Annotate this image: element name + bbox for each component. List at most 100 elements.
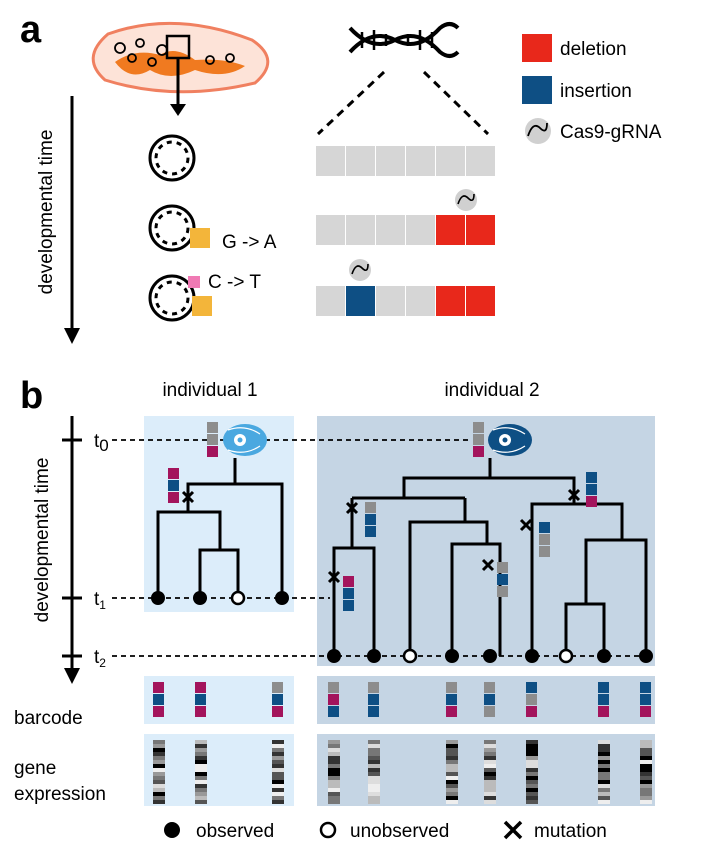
- expression-band: [446, 760, 458, 764]
- legend-unobserved-marker: [319, 821, 337, 839]
- expression-band: [598, 768, 610, 772]
- expression-band: [195, 768, 207, 772]
- legend-deletion-swatch: [522, 34, 552, 62]
- expression-band: [153, 748, 165, 752]
- expression-band: [446, 776, 458, 780]
- observed-leaf: [275, 591, 289, 605]
- expression-band: [328, 800, 340, 804]
- expression-band: [195, 756, 207, 760]
- expression-band: [640, 756, 652, 760]
- expression-band: [446, 768, 458, 772]
- mutation-marker: [190, 228, 210, 248]
- embryo-icon: [223, 424, 267, 456]
- barcode-stack: [168, 468, 179, 503]
- expression-band: [446, 740, 458, 744]
- expression-band: [153, 764, 165, 768]
- expression-band: [598, 788, 610, 792]
- unobserved-leaf: [558, 648, 574, 664]
- expression-band: [368, 784, 380, 788]
- individual-2-label: individual 2: [444, 380, 539, 401]
- barcode-array-3: [316, 286, 495, 316]
- barcode-stack: [586, 472, 597, 507]
- panel-a-letter: a: [20, 9, 42, 51]
- expression-band: [272, 740, 284, 744]
- t2-label: t2: [94, 647, 106, 670]
- expression-band: [446, 744, 458, 748]
- expression-band: [368, 748, 380, 752]
- expression-band: [272, 772, 284, 776]
- leaf-barcodes: [153, 682, 651, 717]
- expression-band: [272, 752, 284, 756]
- expression-band: [272, 780, 284, 784]
- expression-band: [368, 788, 380, 792]
- legend-insertion-swatch: [522, 76, 552, 104]
- mutation-marker: [192, 296, 212, 316]
- expression-band: [328, 752, 340, 756]
- expression-band: [640, 748, 652, 752]
- expression-band: [640, 752, 652, 756]
- gene-row-label-2: expression: [14, 784, 106, 805]
- expression-band: [328, 744, 340, 748]
- expression-band: [195, 772, 207, 776]
- expression-band: [368, 740, 380, 744]
- legend-mutation-marker: [503, 820, 523, 840]
- expression-band: [640, 788, 652, 792]
- expression-band: [526, 800, 538, 804]
- mutation-marker: [188, 276, 200, 288]
- barcode-array-1: [316, 146, 495, 176]
- expression-band: [272, 760, 284, 764]
- expression-band: [640, 784, 652, 788]
- legend-observed-marker: [164, 822, 180, 838]
- expression-band: [195, 780, 207, 784]
- barcode-stack: [207, 422, 218, 457]
- expression-band: [195, 764, 207, 768]
- expression-band: [640, 800, 652, 804]
- mutation-label-2: C -> T: [208, 272, 261, 293]
- barcode-stack: [365, 502, 376, 537]
- expression-band: [526, 784, 538, 788]
- expression-band: [328, 748, 340, 752]
- expression-band: [272, 788, 284, 792]
- expression-band: [272, 768, 284, 772]
- expression-band: [598, 784, 610, 788]
- expression-band: [153, 788, 165, 792]
- expression-band: [640, 760, 652, 764]
- expression-band: [153, 772, 165, 776]
- gene-row-bg-1: [144, 734, 294, 806]
- observed-leaf: [525, 649, 539, 663]
- expression-band: [598, 756, 610, 760]
- legend-unobserved-label: unobserved: [350, 821, 449, 842]
- expression-band: [526, 748, 538, 752]
- expression-band: [484, 756, 496, 760]
- expression-band: [368, 792, 380, 796]
- expression-band: [598, 780, 610, 784]
- barcode-row-bg-1: [144, 676, 294, 724]
- expression-band: [272, 796, 284, 800]
- expression-band: [195, 796, 207, 800]
- expression-band: [195, 784, 207, 788]
- expression-band: [153, 792, 165, 796]
- time-axis-a-label: developmental time: [36, 130, 57, 295]
- expression-band: [328, 772, 340, 776]
- expression-band: [640, 740, 652, 744]
- expression-band: [446, 800, 458, 804]
- expression-band: [526, 756, 538, 760]
- mutation-mark: [181, 490, 195, 504]
- expression-band: [640, 764, 652, 768]
- expression-band: [526, 772, 538, 776]
- legend-observed-label: observed: [196, 821, 274, 842]
- expression-band: [598, 792, 610, 796]
- expression-band: [153, 740, 165, 744]
- expression-band: [526, 768, 538, 772]
- expression-band: [484, 772, 496, 776]
- expression-band: [598, 772, 610, 776]
- observed-leaf: [597, 649, 611, 663]
- chromatin-icon: [148, 134, 196, 182]
- observed-leaf: [367, 649, 381, 663]
- expression-band: [368, 772, 380, 776]
- expression-band: [598, 796, 610, 800]
- gene-row-label-1: gene: [14, 758, 56, 779]
- expression-band: [598, 752, 610, 756]
- expression-band: [598, 764, 610, 768]
